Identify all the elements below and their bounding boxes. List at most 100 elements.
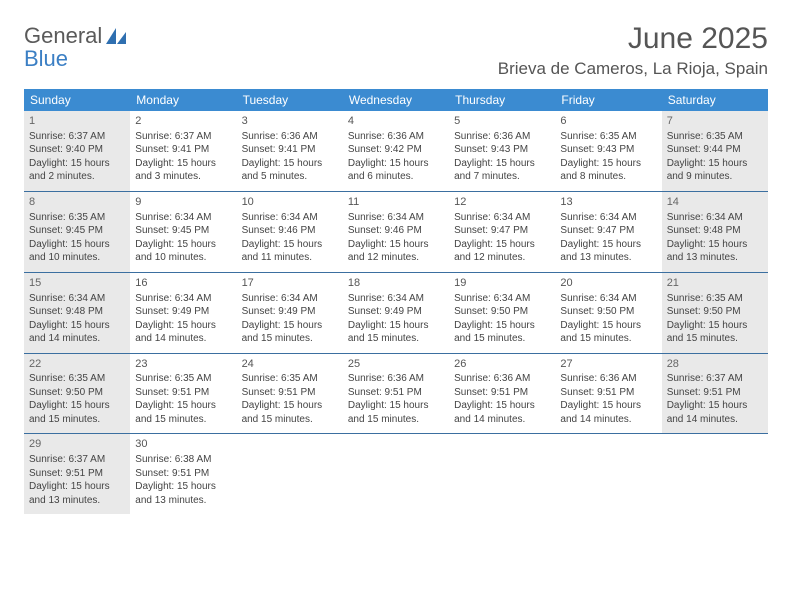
sunset-label: Sunset: bbox=[135, 144, 169, 155]
sunrise-value: 6:37 AM bbox=[68, 454, 105, 465]
daylight-label: Daylight: bbox=[560, 400, 599, 411]
sunset-value: 9:46 PM bbox=[278, 225, 315, 236]
dow-header: Thursday bbox=[449, 89, 555, 111]
logo-line1: General bbox=[24, 23, 102, 48]
sunset-value: 9:45 PM bbox=[172, 225, 209, 236]
title-block: June 2025 Brieva de Cameros, La Rioja, S… bbox=[498, 22, 768, 79]
sunset-label: Sunset: bbox=[348, 306, 382, 317]
sunset-line: Sunset: 9:49 PM bbox=[242, 305, 338, 319]
week-row: 1Sunrise: 6:37 AMSunset: 9:40 PMDaylight… bbox=[24, 111, 768, 192]
daylight-line: Daylight: 15 hours and 14 minutes. bbox=[454, 399, 550, 426]
day-number: 27 bbox=[560, 357, 656, 372]
daylight-line: Daylight: 15 hours and 15 minutes. bbox=[667, 319, 763, 346]
sunset-value: 9:43 PM bbox=[491, 144, 528, 155]
sunset-value: 9:49 PM bbox=[172, 306, 209, 317]
daylight-label: Daylight: bbox=[348, 158, 387, 169]
daylight-label: Daylight: bbox=[135, 400, 174, 411]
sunset-value: 9:50 PM bbox=[66, 387, 103, 398]
sunrise-label: Sunrise: bbox=[667, 212, 704, 223]
sunrise-value: 6:38 AM bbox=[175, 454, 212, 465]
sunrise-label: Sunrise: bbox=[242, 131, 279, 142]
daylight-label: Daylight: bbox=[454, 239, 493, 250]
daylight-line: Daylight: 15 hours and 13 minutes. bbox=[135, 480, 231, 507]
day-cell: 9Sunrise: 6:34 AMSunset: 9:45 PMDaylight… bbox=[130, 192, 236, 272]
sunset-value: 9:48 PM bbox=[703, 225, 740, 236]
sunrise-value: 6:35 AM bbox=[706, 131, 743, 142]
sunrise-label: Sunrise: bbox=[454, 293, 491, 304]
sunrise-value: 6:36 AM bbox=[494, 131, 531, 142]
day-cell: 17Sunrise: 6:34 AMSunset: 9:49 PMDayligh… bbox=[237, 273, 343, 353]
dow-header: Saturday bbox=[662, 89, 768, 111]
page-title: June 2025 bbox=[498, 22, 768, 55]
sunrise-label: Sunrise: bbox=[29, 212, 66, 223]
sunrise-line: Sunrise: 6:35 AM bbox=[29, 372, 125, 386]
sunset-value: 9:41 PM bbox=[172, 144, 209, 155]
week-row: 29Sunrise: 6:37 AMSunset: 9:51 PMDayligh… bbox=[24, 434, 768, 514]
day-cell: 6Sunrise: 6:35 AMSunset: 9:43 PMDaylight… bbox=[555, 111, 661, 191]
sunset-value: 9:51 PM bbox=[597, 387, 634, 398]
calendar: SundayMondayTuesdayWednesdayThursdayFrid… bbox=[24, 89, 768, 514]
sunset-line: Sunset: 9:41 PM bbox=[242, 143, 338, 157]
sunset-line: Sunset: 9:50 PM bbox=[454, 305, 550, 319]
day-cell: 30Sunrise: 6:38 AMSunset: 9:51 PMDayligh… bbox=[130, 434, 236, 514]
sunrise-label: Sunrise: bbox=[348, 293, 385, 304]
sunrise-label: Sunrise: bbox=[29, 293, 66, 304]
sunrise-value: 6:35 AM bbox=[600, 131, 637, 142]
sunset-line: Sunset: 9:48 PM bbox=[667, 224, 763, 238]
daylight-line: Daylight: 15 hours and 14 minutes. bbox=[560, 399, 656, 426]
day-cell: 11Sunrise: 6:34 AMSunset: 9:46 PMDayligh… bbox=[343, 192, 449, 272]
sunset-label: Sunset: bbox=[135, 468, 169, 479]
daylight-line: Daylight: 15 hours and 15 minutes. bbox=[348, 319, 444, 346]
day-cell: 24Sunrise: 6:35 AMSunset: 9:51 PMDayligh… bbox=[237, 354, 343, 434]
sunrise-label: Sunrise: bbox=[135, 373, 172, 384]
sunset-line: Sunset: 9:46 PM bbox=[348, 224, 444, 238]
sunrise-label: Sunrise: bbox=[454, 373, 491, 384]
sunrise-line: Sunrise: 6:36 AM bbox=[454, 372, 550, 386]
day-cell bbox=[343, 434, 449, 514]
sunrise-line: Sunrise: 6:37 AM bbox=[29, 130, 125, 144]
sunset-line: Sunset: 9:49 PM bbox=[135, 305, 231, 319]
sunset-label: Sunset: bbox=[560, 387, 594, 398]
sunrise-line: Sunrise: 6:34 AM bbox=[135, 292, 231, 306]
sunset-value: 9:51 PM bbox=[172, 387, 209, 398]
header: General Blue June 2025 Brieva de Cameros… bbox=[24, 22, 768, 79]
sunrise-value: 6:35 AM bbox=[706, 293, 743, 304]
sunset-line: Sunset: 9:47 PM bbox=[454, 224, 550, 238]
sunrise-label: Sunrise: bbox=[560, 373, 597, 384]
daylight-label: Daylight: bbox=[135, 481, 174, 492]
day-number: 12 bbox=[454, 195, 550, 210]
daylight-label: Daylight: bbox=[242, 400, 281, 411]
sunset-value: 9:41 PM bbox=[278, 144, 315, 155]
daylight-line: Daylight: 15 hours and 2 minutes. bbox=[29, 157, 125, 184]
sunset-value: 9:51 PM bbox=[278, 387, 315, 398]
sunrise-line: Sunrise: 6:34 AM bbox=[560, 292, 656, 306]
sunrise-value: 6:35 AM bbox=[68, 373, 105, 384]
sunrise-line: Sunrise: 6:34 AM bbox=[348, 292, 444, 306]
sunrise-value: 6:34 AM bbox=[387, 293, 424, 304]
daylight-label: Daylight: bbox=[29, 239, 68, 250]
sunset-line: Sunset: 9:50 PM bbox=[560, 305, 656, 319]
sunset-value: 9:50 PM bbox=[703, 306, 740, 317]
sunrise-line: Sunrise: 6:34 AM bbox=[242, 292, 338, 306]
day-cell: 13Sunrise: 6:34 AMSunset: 9:47 PMDayligh… bbox=[555, 192, 661, 272]
sunrise-line: Sunrise: 6:35 AM bbox=[560, 130, 656, 144]
sunset-label: Sunset: bbox=[29, 387, 63, 398]
day-cell: 22Sunrise: 6:35 AMSunset: 9:50 PMDayligh… bbox=[24, 354, 130, 434]
daylight-label: Daylight: bbox=[667, 158, 706, 169]
sunrise-label: Sunrise: bbox=[667, 131, 704, 142]
daylight-line: Daylight: 15 hours and 7 minutes. bbox=[454, 157, 550, 184]
sunrise-value: 6:34 AM bbox=[706, 212, 743, 223]
sunset-value: 9:51 PM bbox=[491, 387, 528, 398]
sunset-label: Sunset: bbox=[348, 387, 382, 398]
daylight-line: Daylight: 15 hours and 13 minutes. bbox=[560, 238, 656, 265]
sunrise-value: 6:36 AM bbox=[281, 131, 318, 142]
sunset-value: 9:45 PM bbox=[66, 225, 103, 236]
day-number: 28 bbox=[667, 357, 763, 372]
day-number: 14 bbox=[667, 195, 763, 210]
daylight-line: Daylight: 15 hours and 15 minutes. bbox=[454, 319, 550, 346]
calendar-body: 1Sunrise: 6:37 AMSunset: 9:40 PMDaylight… bbox=[24, 111, 768, 514]
dow-header: Tuesday bbox=[237, 89, 343, 111]
sunset-value: 9:43 PM bbox=[597, 144, 634, 155]
day-number: 6 bbox=[560, 114, 656, 129]
sunset-label: Sunset: bbox=[348, 225, 382, 236]
